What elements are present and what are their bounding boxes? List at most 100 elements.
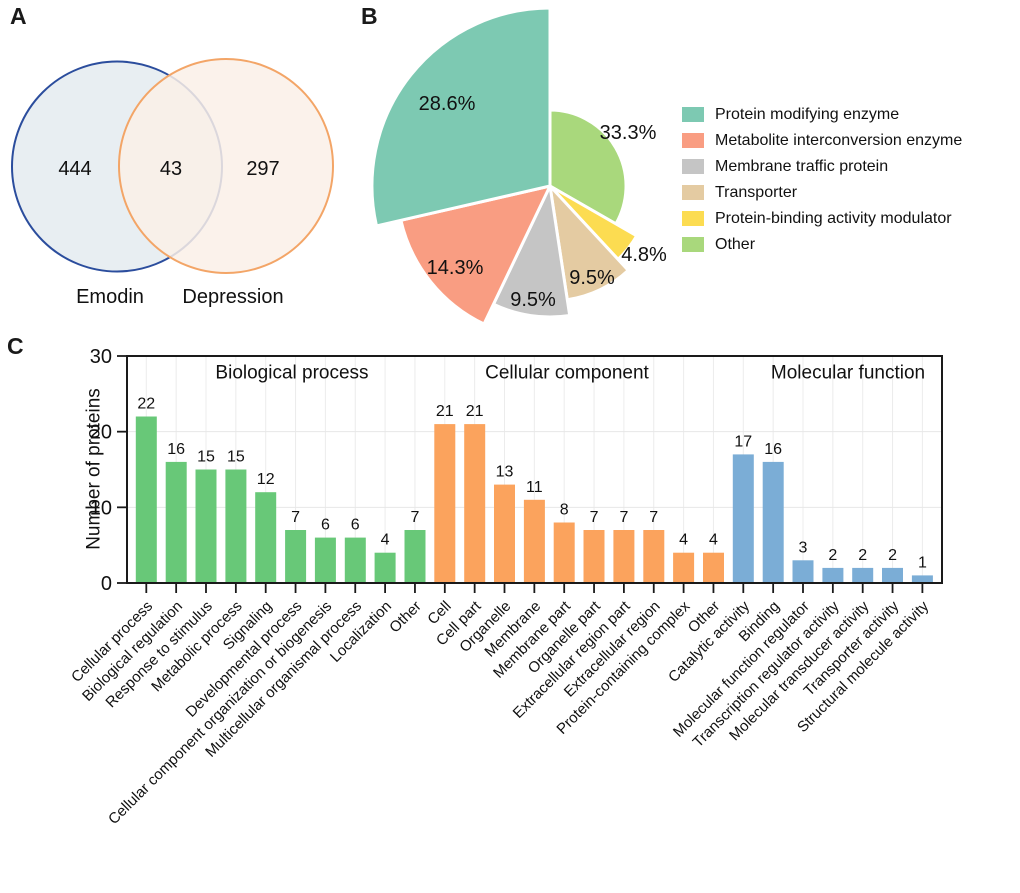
legend-color-swatch — [682, 211, 704, 226]
legend-item: Membrane traffic protein — [682, 157, 962, 175]
bar-value-label: 15 — [197, 449, 215, 466]
legend-label: Membrane traffic protein — [715, 157, 889, 175]
y-axis-label: Number of proteins — [84, 388, 105, 550]
bar — [673, 552, 695, 583]
legend-label: Metabolite interconversion enzyme — [715, 131, 963, 149]
bar-value-label: 7 — [291, 509, 300, 526]
pie-percent-label: 28.6% — [419, 93, 476, 115]
bar — [523, 499, 545, 583]
bar — [911, 575, 933, 583]
venn-diagram: 444 43 297 Emodin Depression — [11, 58, 334, 308]
bar — [494, 484, 515, 583]
bar-value-label: 1 — [918, 554, 927, 571]
pie-chart: 33.3% 4.8% 9.5% 9.5% 14.3% 28.6% — [370, 6, 667, 326]
x-tick-label: Other — [386, 598, 425, 637]
bar — [643, 530, 665, 583]
bar-value-label: 12 — [257, 471, 275, 488]
group-title: Cellular component — [485, 363, 649, 384]
pie-percent-label: 9.5% — [569, 267, 615, 289]
legend-item: Transporter — [682, 183, 962, 201]
bar — [434, 424, 456, 583]
bar-value-label: 2 — [828, 547, 837, 564]
bar-value-label: 8 — [560, 501, 569, 518]
bar — [732, 454, 754, 583]
y-tick-label: 0 — [101, 573, 112, 595]
bar-value-label: 3 — [799, 539, 808, 556]
pie-percent-label: 33.3% — [600, 122, 657, 144]
legend-label: Other — [715, 235, 756, 253]
pie-percent-label: 4.8% — [621, 244, 667, 266]
y-tick-label: 10 — [90, 497, 112, 519]
legend-item: Protein modifying enzyme — [682, 105, 962, 123]
bar — [613, 530, 635, 583]
bar — [255, 492, 277, 583]
legend-label: Protein modifying enzyme — [715, 105, 900, 123]
bar — [464, 424, 486, 583]
bar-value-label: 7 — [619, 509, 628, 526]
legend-label: Protein-binding activity modulator — [715, 209, 952, 227]
bar — [374, 552, 396, 583]
bar — [135, 416, 157, 583]
pie-legend: Protein modifying enzyme Metabolite inter… — [682, 105, 963, 263]
bar — [195, 469, 217, 583]
bar-value-label: 2 — [888, 547, 897, 564]
bar-value-label: 13 — [496, 464, 514, 481]
bar-value-label: 6 — [321, 517, 330, 534]
bar — [344, 537, 366, 583]
bar — [314, 537, 336, 583]
bar — [285, 530, 307, 583]
legend-color-swatch — [682, 159, 704, 174]
bar-value-label: 7 — [590, 509, 599, 526]
y-tick-label: 20 — [90, 422, 112, 444]
bar — [165, 461, 187, 583]
bar-value-label: 2 — [858, 547, 867, 564]
bar-value-label: 17 — [734, 433, 752, 450]
pie-slice — [399, 184, 552, 326]
pie-percent-label: 14.3% — [427, 257, 484, 279]
bar-value-label: 21 — [466, 403, 484, 420]
venn-right-label: Depression — [182, 286, 283, 308]
bar-value-label: 4 — [679, 532, 688, 549]
bar-value-label: 21 — [436, 403, 454, 420]
bar-value-label: 6 — [351, 517, 360, 534]
bar — [583, 530, 605, 583]
legend-color-swatch — [682, 107, 704, 122]
bar-value-label: 16 — [167, 441, 185, 458]
legend-color-swatch — [682, 185, 704, 200]
bar — [762, 461, 784, 583]
bar-value-label: 16 — [764, 441, 782, 458]
bar — [404, 530, 426, 583]
bar — [792, 560, 814, 583]
bar-value-label: 4 — [381, 532, 390, 549]
panel-a-label: A — [10, 3, 27, 29]
pie-percent-label: 9.5% — [510, 289, 556, 311]
bar-value-label: 15 — [227, 449, 245, 466]
group-title: Biological process — [215, 363, 368, 384]
legend-color-swatch — [682, 237, 704, 252]
panel-c-label: C — [7, 333, 24, 359]
panel-b-label: B — [361, 3, 378, 29]
bar — [553, 522, 575, 583]
bar-value-label: 22 — [137, 396, 155, 413]
venn-left-count: 444 — [58, 158, 91, 180]
legend-item: Metabolite interconversion enzyme — [682, 131, 963, 149]
venn-circle-depression — [118, 58, 334, 274]
bar — [822, 567, 844, 583]
venn-right-count: 297 — [246, 158, 279, 180]
bar — [882, 567, 903, 583]
legend-label: Transporter — [715, 183, 798, 201]
bar-value-label: 4 — [709, 532, 718, 549]
bar — [852, 567, 874, 583]
legend-item: Other — [682, 235, 962, 253]
bar-value-label: 11 — [526, 479, 543, 496]
venn-left-label: Emodin — [76, 286, 144, 308]
group-title: Molecular function — [771, 363, 925, 384]
bar — [703, 552, 724, 583]
legend-color-swatch — [682, 133, 704, 148]
y-tick-label: 30 — [90, 346, 112, 368]
venn-overlap-count: 43 — [160, 158, 182, 180]
pie-slice — [492, 184, 572, 319]
bar-value-label: 7 — [410, 509, 419, 526]
bar — [225, 469, 247, 583]
